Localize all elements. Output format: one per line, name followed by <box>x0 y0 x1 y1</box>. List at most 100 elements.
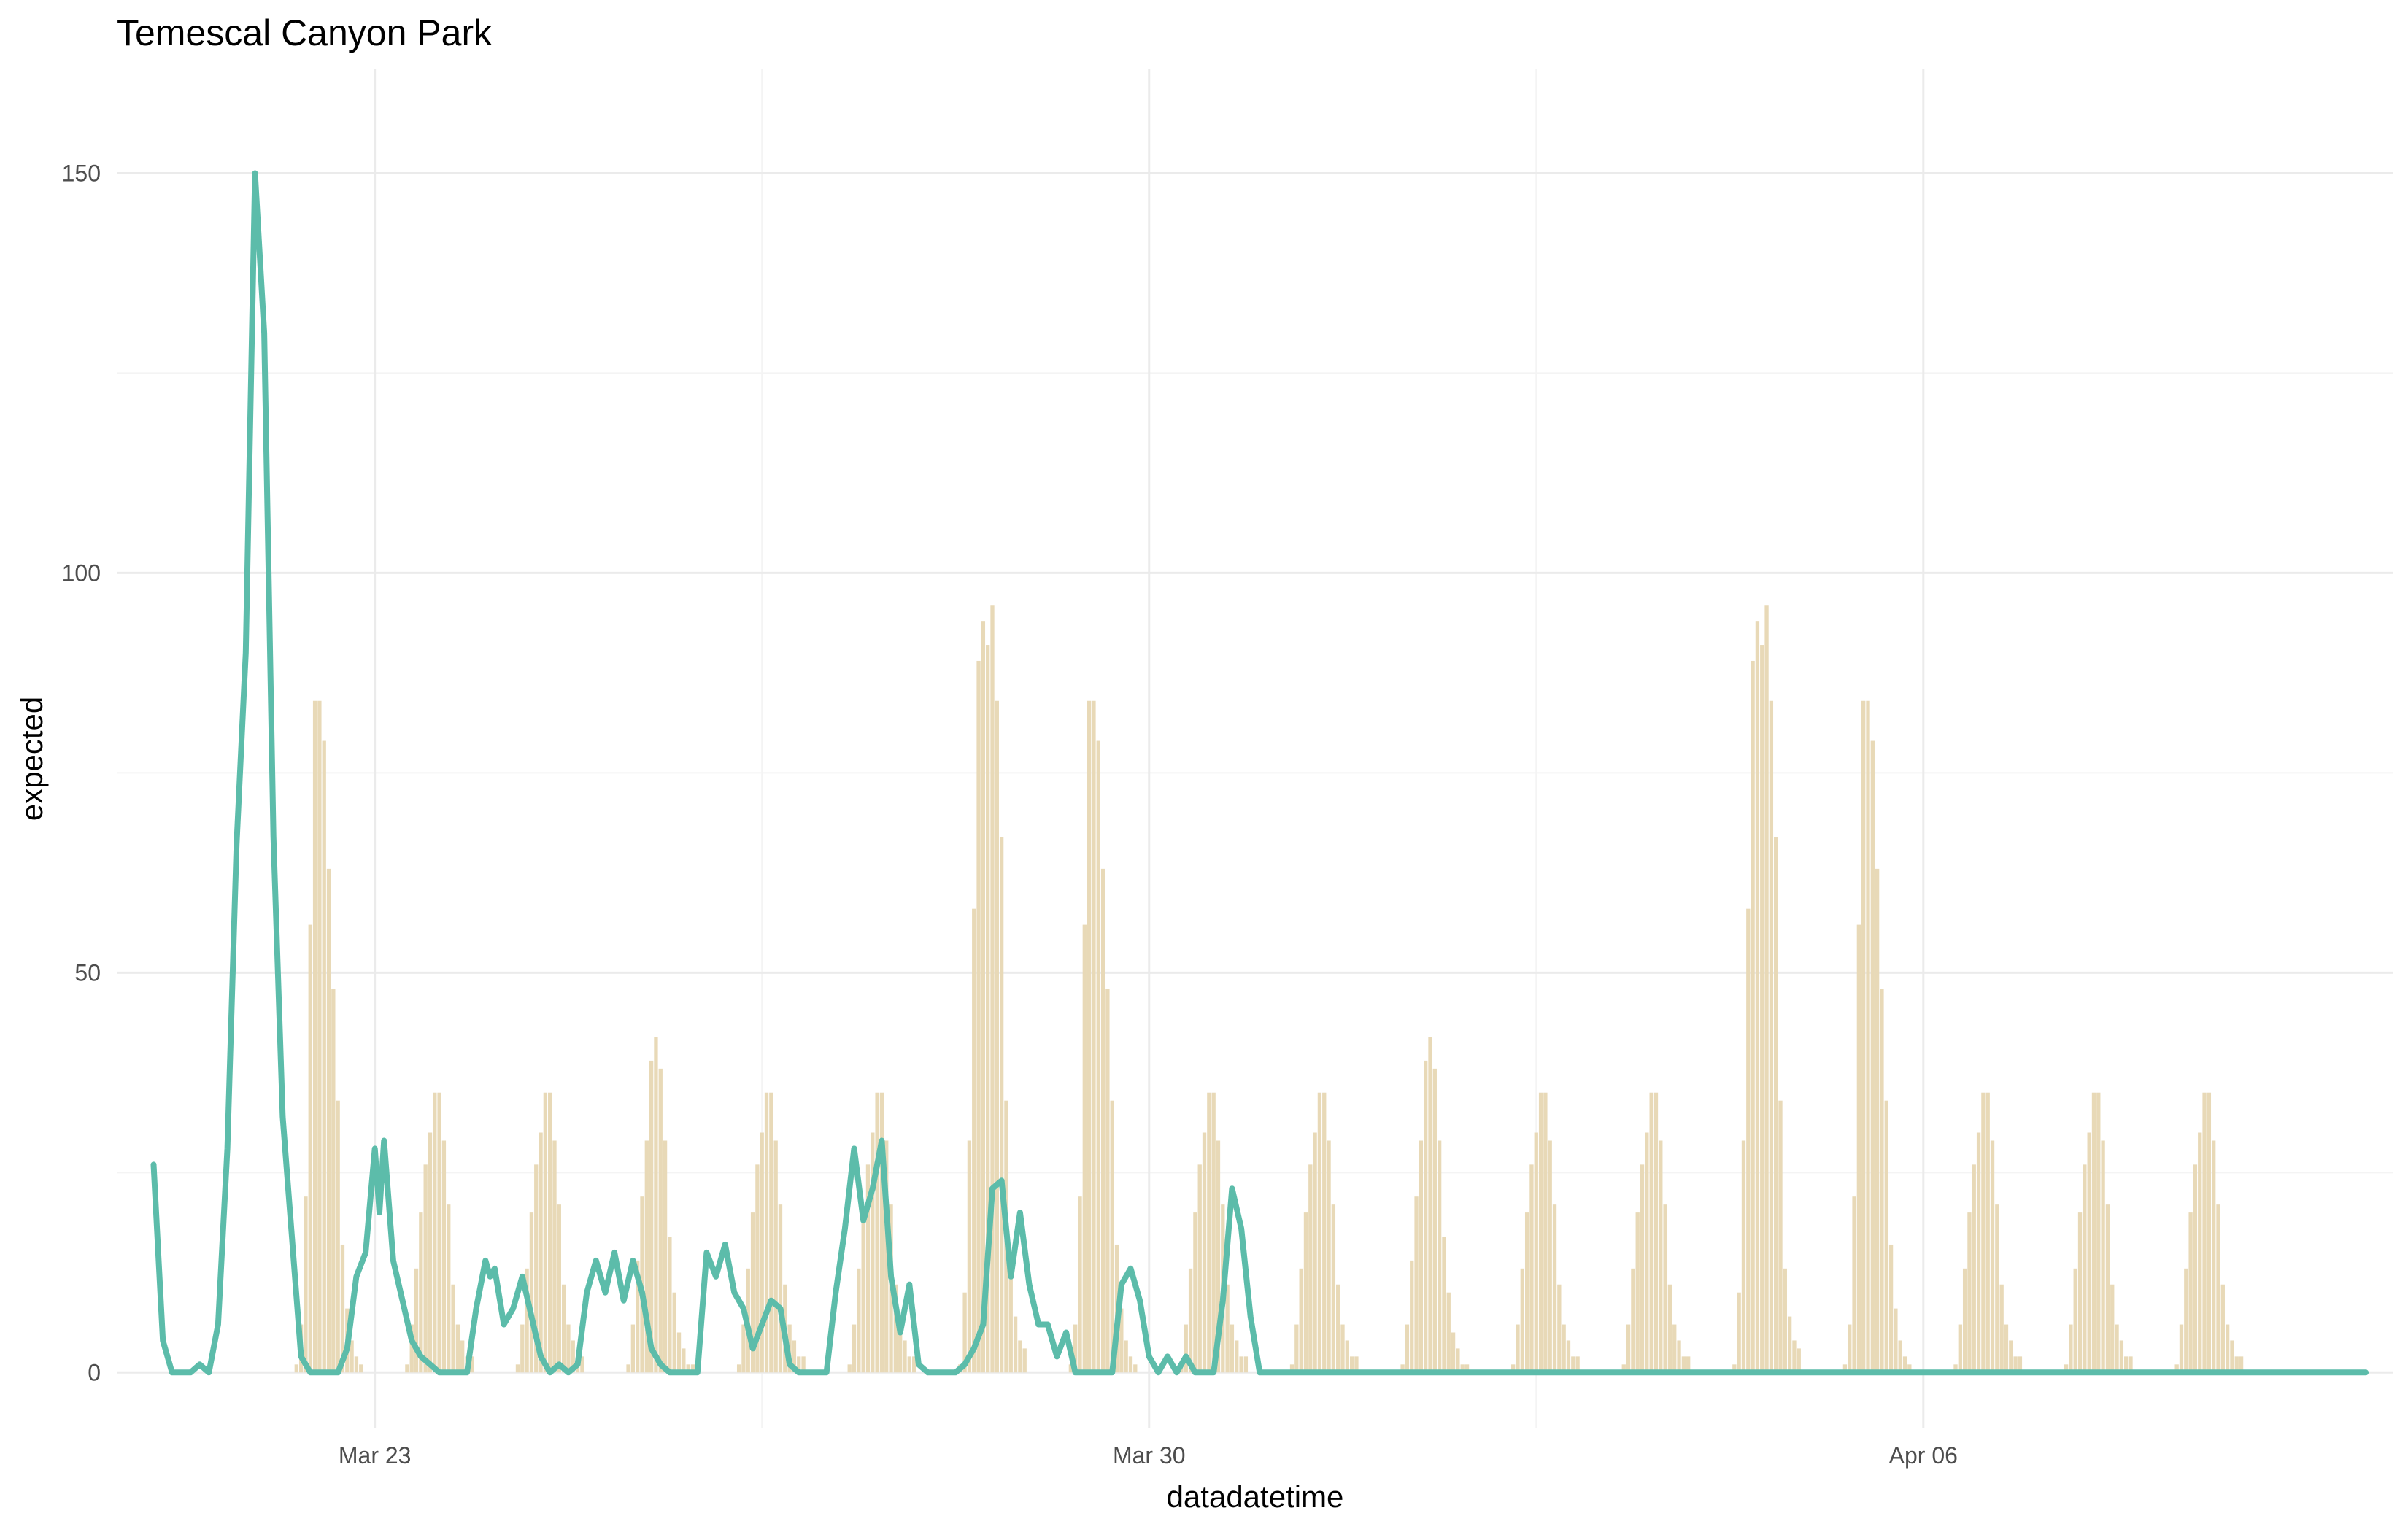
bar <box>447 1204 451 1373</box>
bar <box>750 1212 755 1373</box>
bar <box>548 1092 552 1373</box>
bar <box>1732 1364 1737 1373</box>
bar <box>801 1356 806 1373</box>
bar <box>1986 1092 1990 1373</box>
bar <box>322 740 326 1373</box>
bar <box>1008 1268 1013 1373</box>
bar <box>451 1284 455 1373</box>
bar <box>1193 1212 1197 1373</box>
bar <box>1428 1037 1432 1373</box>
bar <box>682 1348 686 1373</box>
bar <box>972 908 976 1373</box>
bar <box>433 1092 437 1373</box>
bar <box>2119 1340 2124 1373</box>
bar <box>304 1196 308 1373</box>
bar <box>2193 1164 2198 1373</box>
bar <box>797 1356 801 1373</box>
bar <box>2124 1356 2129 1373</box>
bar <box>871 1132 875 1373</box>
bar <box>792 1340 797 1373</box>
bar <box>865 1164 871 1373</box>
bar <box>1235 1340 1239 1373</box>
bar <box>903 1340 907 1373</box>
grid <box>117 69 2393 1428</box>
bar <box>2225 1324 2230 1373</box>
bar <box>1764 605 1769 1373</box>
bar <box>1225 1284 1230 1373</box>
bar <box>1345 1340 1349 1373</box>
bar <box>1659 1140 1663 1373</box>
bar <box>1898 1340 1902 1373</box>
bar <box>893 1284 898 1373</box>
bar <box>663 1140 668 1373</box>
bar <box>967 1140 972 1373</box>
bar <box>1534 1132 1538 1373</box>
bar <box>1197 1164 1202 1373</box>
bar <box>1635 1212 1640 1373</box>
bar <box>2083 1164 2087 1373</box>
bar <box>2018 1356 2023 1373</box>
bar <box>1211 1092 1216 1373</box>
bar <box>525 1268 529 1373</box>
bar <box>419 1212 423 1373</box>
bar <box>861 1212 865 1373</box>
bar <box>1317 1092 1322 1373</box>
bar <box>1566 1340 1571 1373</box>
x-axis-title: datadatetime <box>1167 1479 1344 1514</box>
bar <box>1322 1092 1327 1373</box>
bar <box>340 1244 345 1373</box>
bar <box>2234 1356 2239 1373</box>
bar <box>1529 1164 1534 1373</box>
x-axis: Mar 23 Mar 30 Apr 06 <box>339 1442 1958 1469</box>
bar <box>1289 1364 1294 1373</box>
bar <box>1308 1164 1313 1373</box>
bar <box>649 1060 654 1373</box>
bar <box>773 1140 778 1373</box>
bar <box>1995 1204 1999 1373</box>
bar <box>1073 1324 1078 1373</box>
bar <box>1331 1204 1336 1373</box>
bar <box>1972 1164 1976 1373</box>
bar <box>515 1364 520 1373</box>
bar <box>1870 740 1875 1373</box>
bar <box>308 924 312 1373</box>
bar <box>676 1332 682 1373</box>
bar <box>644 1140 649 1373</box>
bar <box>2184 1268 2188 1373</box>
bar <box>1751 660 1755 1373</box>
bar <box>658 1068 663 1373</box>
bar <box>907 1356 911 1373</box>
bar <box>460 1340 465 1373</box>
bar <box>884 1140 889 1373</box>
bar <box>1013 1316 1018 1373</box>
bar <box>1667 1284 1672 1373</box>
bar <box>1087 700 1092 1373</box>
bar <box>414 1268 419 1373</box>
bar <box>976 660 981 1373</box>
bar <box>2202 1092 2207 1373</box>
bar <box>437 1092 441 1373</box>
bar <box>1880 989 1884 1373</box>
bar <box>760 1132 764 1373</box>
bar <box>1110 1100 1114 1373</box>
bar <box>741 1324 746 1373</box>
bar <box>999 837 1004 1373</box>
bar <box>1184 1324 1188 1373</box>
bar <box>2087 1132 2091 1373</box>
bar <box>1746 908 1751 1373</box>
bar <box>690 1364 695 1373</box>
bar <box>1552 1204 1557 1373</box>
bar-series <box>294 605 2244 1373</box>
bar <box>2115 1324 2119 1373</box>
bar <box>1962 1268 1967 1373</box>
bar <box>962 1292 967 1373</box>
bar <box>552 1140 557 1373</box>
bar <box>1953 1364 1958 1373</box>
bar <box>1432 1068 1437 1373</box>
bar <box>1741 1140 1746 1373</box>
bar <box>852 1324 857 1373</box>
bar <box>1907 1364 1912 1373</box>
bar <box>409 1324 414 1373</box>
bar <box>1216 1140 1221 1373</box>
